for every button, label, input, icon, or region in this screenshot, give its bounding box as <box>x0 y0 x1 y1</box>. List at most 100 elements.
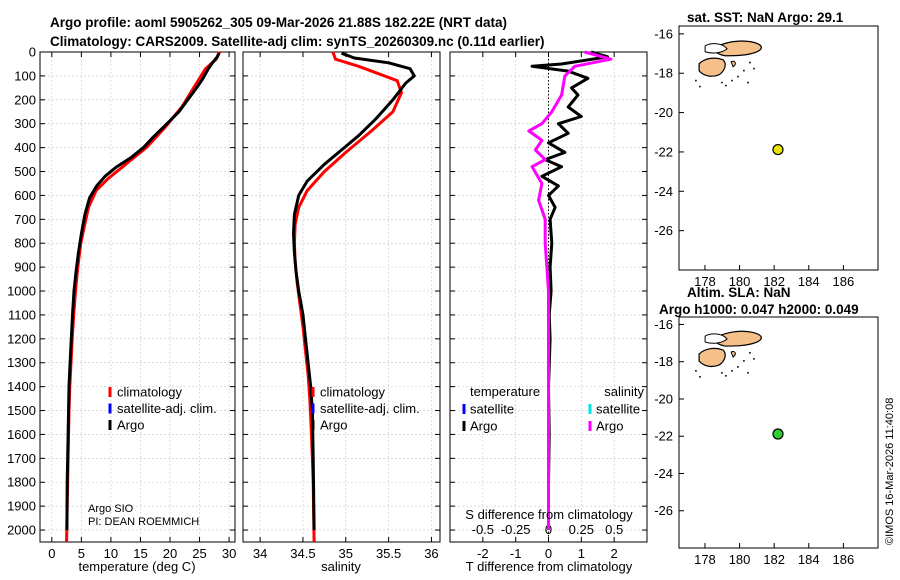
s-tick-label: -0.25 <box>501 522 531 537</box>
islet-dot <box>731 79 733 82</box>
difference-xlabel: T difference from climatology <box>466 559 633 574</box>
islet-dot <box>721 81 723 84</box>
islet-dot <box>695 370 697 372</box>
y-tick-label: 2000 <box>7 523 36 538</box>
y-tick-label: 200 <box>14 92 36 107</box>
y-tick-label: 1800 <box>7 475 36 490</box>
island-outline <box>704 333 728 344</box>
x-tick-label: -1 <box>510 546 522 561</box>
x-tick-label: 180 <box>729 274 751 289</box>
x-tick-label: 1 <box>578 546 585 561</box>
y-tick-label: -16 <box>654 317 673 332</box>
x-tick-label: 10 <box>104 546 118 561</box>
x-tick-label: 25 <box>192 546 206 561</box>
legend-label: satellite-adj. clim. <box>320 401 420 416</box>
x-tick-label: 182 <box>763 552 785 567</box>
islet-dot <box>737 366 739 368</box>
series-line-Argo <box>292 51 416 531</box>
y-tick-label: 0 <box>29 45 36 60</box>
y-tick-label: -16 <box>654 26 673 41</box>
y-tick-label: 400 <box>14 140 36 155</box>
x-tick-label: 15 <box>133 546 147 561</box>
sla-map-title: Altim. SLA: NaN <box>687 285 791 300</box>
islet-dot <box>749 352 751 354</box>
y-tick-label: 1400 <box>7 379 36 394</box>
islet-dot <box>725 84 727 87</box>
y-tick-label: 1700 <box>7 451 36 466</box>
x-tick-label: 2 <box>611 546 618 561</box>
islet-dot <box>731 370 733 372</box>
x-tick-label: 184 <box>798 552 820 567</box>
institution-credit: Argo SIO <box>88 503 134 515</box>
legend-label: satellite <box>470 402 514 417</box>
s-tick-label: -0.5 <box>472 522 494 537</box>
series-line-climatology <box>292 51 403 543</box>
y-tick-label: 300 <box>14 116 36 131</box>
islet-dot <box>743 360 745 362</box>
legend-label: Argo <box>320 418 347 433</box>
legend-title: temperature <box>470 384 540 399</box>
sla-map-panel: 178 180 182 184 186 -16 -18 -20 -22 -24 -26 <box>654 316 879 567</box>
y-tick-label: 1600 <box>7 427 36 442</box>
x-tick-label: 178 <box>694 552 716 567</box>
island-vanua-levu <box>714 40 762 57</box>
y-tick-label: 1900 <box>7 499 36 514</box>
pi-credit: PI: DEAN ROEMMICH <box>88 516 199 528</box>
y-tick-label: 600 <box>14 188 36 203</box>
x-tick-label: 34 <box>253 546 267 561</box>
y-tick-label: 700 <box>14 212 36 227</box>
islet-dot <box>695 79 697 82</box>
y-tick-label: 800 <box>14 236 36 251</box>
legend-label: Argo <box>596 419 623 434</box>
salinity-panel: 34 34.5 35 35.5 36 climatologysatellite-adj. … <box>242 51 441 561</box>
islet-dot <box>743 69 745 72</box>
y-tick-label: -24 <box>654 466 673 481</box>
islet-dot <box>725 375 727 377</box>
s-tick-label: 0.5 <box>605 522 623 537</box>
islet-dot <box>721 372 723 374</box>
x-tick-label: 30 <box>222 546 236 561</box>
legend-label: satellite <box>596 402 640 417</box>
y-tick-label: 1000 <box>7 284 36 299</box>
islet-dot <box>753 358 755 360</box>
x-tick-label: 35.5 <box>376 546 401 561</box>
legend-title: salinity <box>604 384 644 399</box>
islet-dot <box>737 75 739 78</box>
fiji-islands <box>695 40 762 88</box>
island-viti-levu <box>698 347 726 368</box>
y-tick-label: -24 <box>654 184 673 199</box>
series-line-salinity-Argo <box>527 50 613 530</box>
x-tick-label: 186 <box>833 274 855 289</box>
island-small <box>730 60 736 68</box>
y-tick-label: -26 <box>654 503 673 518</box>
islet-dot <box>747 81 749 84</box>
x-tick-label: 186 <box>833 552 855 567</box>
y-tick-label: -22 <box>654 144 673 159</box>
legend-label: climatology <box>117 385 183 400</box>
y-tick-label: 1300 <box>7 355 36 370</box>
island-vanua-levu <box>714 330 762 347</box>
figure-title-line2: Climatology: CARS2009. Satellite-adj cli… <box>50 34 544 49</box>
series-line-climatology <box>65 51 221 543</box>
legend-label: satellite-adj. clim. <box>117 401 217 416</box>
x-tick-label: 184 <box>798 274 820 289</box>
island-outline <box>704 43 728 54</box>
x-tick-label: 0 <box>48 546 55 561</box>
temperature-xlabel: temperature (deg C) <box>78 559 195 574</box>
difference-top-xlabel: S difference from climatology <box>465 507 633 522</box>
copyright-stamp: ©IMOS 16-Mar-2026 11:40:08 <box>884 398 896 545</box>
y-tick-label: 1200 <box>7 331 36 346</box>
y-tick-label: -20 <box>654 391 673 406</box>
islet-dot <box>699 376 701 378</box>
series-line-Argo <box>65 52 221 531</box>
y-tick-label: 500 <box>14 164 36 179</box>
island-small <box>730 351 736 358</box>
y-tick-label: 100 <box>14 68 36 83</box>
x-tick-label: 182 <box>763 274 785 289</box>
x-tick-label: 180 <box>729 552 751 567</box>
legend-label: climatology <box>320 385 386 400</box>
x-tick-label: 35 <box>339 546 353 561</box>
y-tick-label: -22 <box>654 429 673 444</box>
y-tick-label: -18 <box>654 66 673 81</box>
islet-dot <box>699 85 701 88</box>
